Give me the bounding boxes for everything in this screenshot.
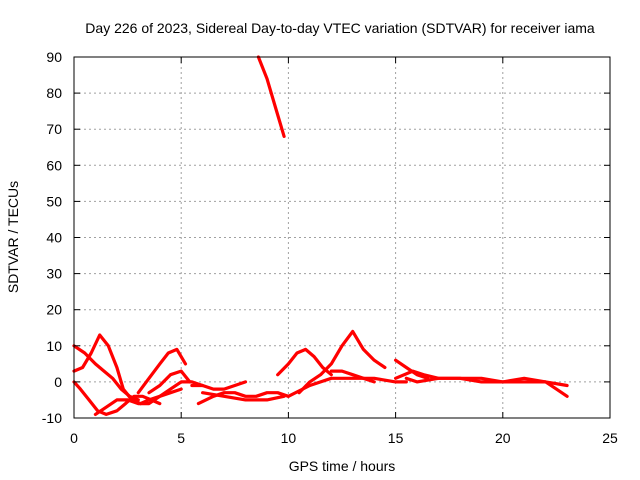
series-layer (72, 55, 569, 416)
x-tick-label: 20 (495, 430, 511, 446)
series-track-14 (329, 369, 376, 384)
chart-title: Day 226 of 2023, Sidereal Day-to-day VTE… (85, 20, 595, 36)
x-tick-label: 15 (388, 430, 404, 446)
y-tick-label: 60 (46, 157, 62, 173)
series-track-7 (190, 380, 248, 391)
series-track-3 (72, 380, 162, 416)
y-tick-label: 30 (46, 266, 62, 282)
y-tick-label: 10 (46, 338, 62, 354)
series-track-6 (147, 369, 192, 395)
series-track-9 (201, 391, 286, 402)
y-axis-ticks: -10 0 10 20 30 40 50 60 70 80 90 (42, 49, 610, 426)
y-tick-label: 0 (54, 374, 62, 390)
y-axis-label: SDTVAR / TECUs (5, 181, 21, 293)
x-axis-label: GPS time / hours (289, 458, 396, 474)
series-track-5 (136, 347, 188, 395)
y-tick-label: 50 (46, 193, 62, 209)
y-tick-label: 70 (46, 121, 62, 137)
grid (74, 57, 610, 418)
y-tick-label: 20 (46, 302, 62, 318)
series-track-13 (297, 329, 387, 395)
y-tick-label: 90 (46, 49, 62, 65)
series-track-17 (404, 376, 569, 398)
x-tick-label: 25 (602, 430, 618, 446)
series-track-4 (93, 380, 205, 416)
x-tick-label: 0 (70, 430, 78, 446)
series-track-11 (276, 347, 333, 377)
x-axis-ticks: 0 5 10 15 20 25 (70, 57, 618, 446)
x-tick-label: 5 (177, 430, 185, 446)
series-track-16 (394, 369, 569, 388)
y-tick-label: -10 (42, 410, 62, 426)
x-tick-label: 10 (281, 430, 297, 446)
y-tick-label: 40 (46, 230, 62, 246)
series-track-10 (256, 55, 286, 138)
y-tick-label: 80 (46, 85, 62, 101)
series-track-12 (286, 376, 408, 398)
